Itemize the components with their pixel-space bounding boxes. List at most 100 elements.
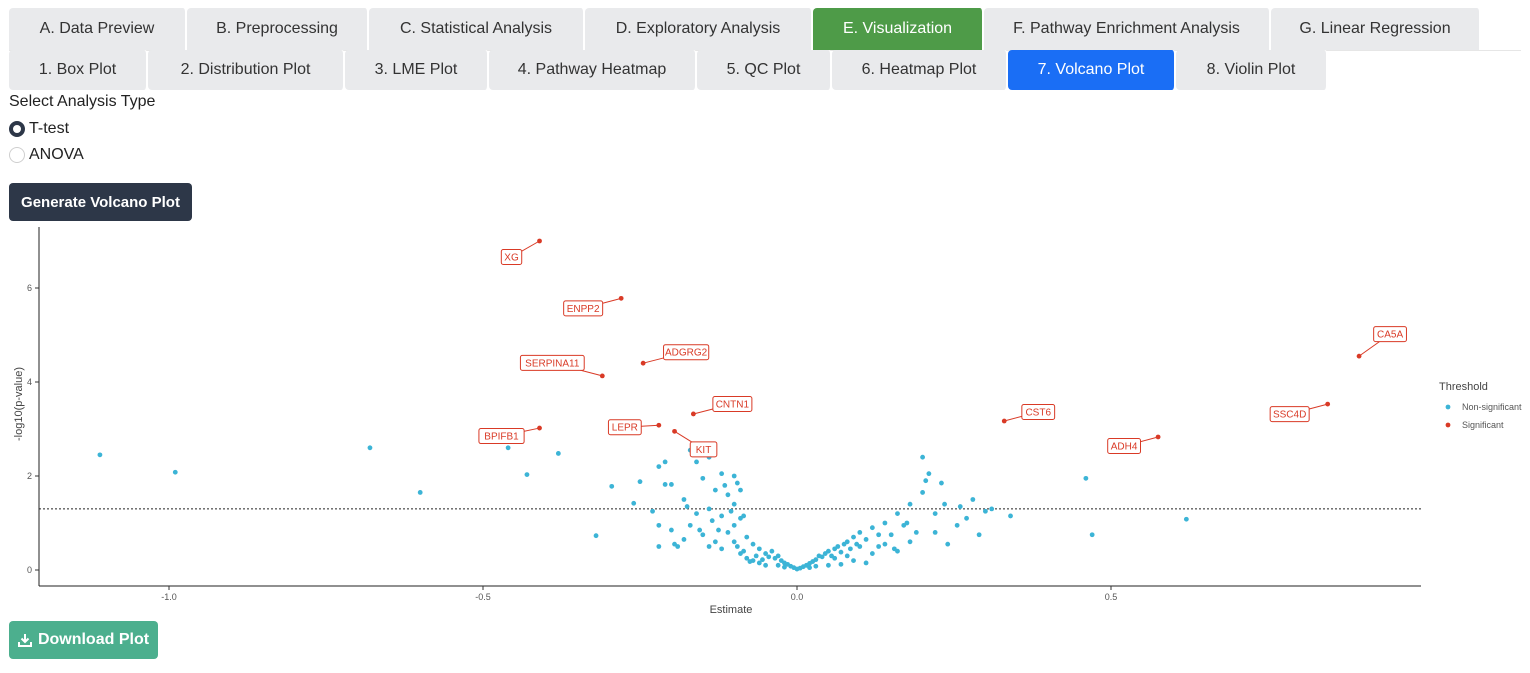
subtab-lme-plot[interactable]: 3. LME Plot bbox=[345, 50, 489, 90]
tab-pathway-enrichment-analysis[interactable]: F. Pathway Enrichment Analysis bbox=[984, 8, 1271, 50]
point-significant bbox=[537, 425, 542, 431]
label-box bbox=[1269, 406, 1310, 423]
point-non-significant bbox=[669, 527, 674, 533]
point-non-significant bbox=[907, 539, 913, 545]
point-non-significant bbox=[863, 560, 869, 566]
point-significant bbox=[656, 422, 662, 428]
point-non-significant bbox=[731, 539, 737, 545]
label-box bbox=[519, 354, 585, 371]
tab-data-preview[interactable]: A. Data Preview bbox=[9, 8, 187, 50]
point-non-significant bbox=[731, 473, 737, 479]
radio-t-test-label: T-test bbox=[29, 120, 70, 137]
legend-entry: Significant bbox=[1462, 420, 1504, 430]
point-non-significant bbox=[876, 532, 882, 538]
point-non-significant bbox=[826, 562, 831, 568]
point-non-significant bbox=[744, 534, 750, 540]
point-non-significant bbox=[989, 506, 995, 512]
point-significant bbox=[1356, 353, 1362, 359]
point-non-significant bbox=[700, 475, 706, 481]
point-non-significant bbox=[97, 452, 103, 458]
point-non-significant bbox=[700, 532, 706, 538]
tab-visualization[interactable]: E. Visualization bbox=[813, 8, 984, 50]
label-box bbox=[500, 249, 523, 265]
point-non-significant bbox=[1008, 513, 1013, 519]
label-box bbox=[663, 344, 710, 361]
point-significant bbox=[1001, 418, 1007, 424]
point-non-significant bbox=[819, 554, 825, 560]
download-plot-button[interactable]: Download Plot bbox=[9, 621, 158, 659]
point-non-significant bbox=[593, 533, 599, 539]
point-non-significant bbox=[769, 548, 775, 554]
point-non-significant bbox=[895, 511, 900, 516]
subtab-box-plot[interactable]: 1. Box Plot bbox=[9, 50, 148, 90]
point-non-significant bbox=[756, 546, 762, 552]
x-tick-label: 0.5 bbox=[1105, 592, 1118, 602]
point-non-significant bbox=[681, 497, 687, 502]
label-box bbox=[607, 419, 642, 436]
tab-exploratory-analysis[interactable]: D. Exploratory Analysis bbox=[585, 8, 813, 50]
point-non-significant bbox=[716, 527, 721, 533]
subtab-volcano-plot[interactable]: 7. Volcano Plot bbox=[1008, 50, 1176, 90]
point-non-significant bbox=[939, 480, 944, 486]
point-significant bbox=[537, 238, 542, 244]
point-non-significant bbox=[869, 525, 875, 531]
x-tick-label: -0.5 bbox=[475, 592, 491, 602]
point-non-significant bbox=[844, 553, 850, 559]
label-box bbox=[478, 428, 525, 445]
point-non-significant bbox=[847, 546, 853, 552]
subtab-distribution-plot[interactable]: 2. Distribution Plot bbox=[148, 50, 345, 90]
tab-statistical-analysis[interactable]: C. Statistical Analysis bbox=[369, 8, 585, 50]
point-non-significant bbox=[631, 500, 637, 506]
point-non-significant bbox=[832, 555, 838, 561]
point-non-significant bbox=[731, 501, 737, 507]
point-non-significant bbox=[725, 530, 731, 535]
radio-anova[interactable]: ANOVA bbox=[9, 146, 84, 164]
point-non-significant bbox=[813, 563, 819, 569]
point-non-significant bbox=[857, 530, 863, 535]
subtab-heatmap-plot[interactable]: 6. Heatmap Plot bbox=[832, 50, 1008, 90]
y-tick-label: 2 bbox=[27, 471, 32, 481]
label-box bbox=[1021, 404, 1056, 421]
point-non-significant bbox=[706, 544, 712, 549]
point-significant bbox=[672, 428, 677, 434]
point-non-significant bbox=[766, 554, 772, 560]
point-non-significant bbox=[920, 490, 925, 495]
point-non-significant bbox=[719, 546, 725, 552]
point-non-significant bbox=[687, 522, 693, 528]
point-non-significant bbox=[763, 562, 768, 568]
point-non-significant bbox=[694, 459, 699, 465]
point-non-significant bbox=[983, 508, 988, 514]
tab-linear-regression[interactable]: G. Linear Regression bbox=[1271, 8, 1481, 50]
legend-swatch bbox=[1445, 422, 1451, 428]
tab-preprocessing[interactable]: B. Preprocessing bbox=[187, 8, 369, 50]
point-non-significant bbox=[722, 483, 728, 488]
subtab-pathway-heatmap[interactable]: 4. Pathway Heatmap bbox=[489, 50, 697, 90]
radio-t-test[interactable]: T-test bbox=[9, 120, 69, 138]
point-non-significant bbox=[945, 541, 951, 547]
point-significant bbox=[640, 360, 646, 366]
y-axis-title: -log10(p-value) bbox=[13, 367, 25, 441]
point-non-significant bbox=[964, 515, 969, 521]
generate-volcano-plot-button[interactable]: Generate Volcano Plot bbox=[9, 183, 192, 221]
point-label: CA5A bbox=[1377, 330, 1403, 341]
point-non-significant bbox=[775, 562, 781, 568]
x-tick-label: 0.0 bbox=[791, 592, 804, 602]
point-non-significant bbox=[741, 548, 747, 554]
point-non-significant bbox=[741, 513, 747, 519]
point-significant bbox=[599, 373, 605, 379]
point-non-significant bbox=[775, 553, 781, 559]
point-non-significant bbox=[882, 541, 888, 547]
point-non-significant bbox=[957, 504, 963, 509]
point-non-significant bbox=[738, 487, 743, 493]
point-non-significant bbox=[709, 518, 715, 524]
subtab-violin-plot[interactable]: 8. Violin Plot bbox=[1176, 50, 1328, 90]
label-box bbox=[689, 441, 718, 458]
point-non-significant bbox=[731, 522, 737, 528]
point-non-significant bbox=[662, 482, 668, 487]
subtab-qc-plot[interactable]: 5. QC Plot bbox=[697, 50, 832, 90]
point-non-significant bbox=[891, 546, 897, 552]
legend-entry: Non-significant bbox=[1462, 402, 1522, 412]
point-non-significant bbox=[782, 564, 787, 570]
point-non-significant bbox=[907, 501, 913, 507]
point-non-significant bbox=[932, 530, 938, 535]
